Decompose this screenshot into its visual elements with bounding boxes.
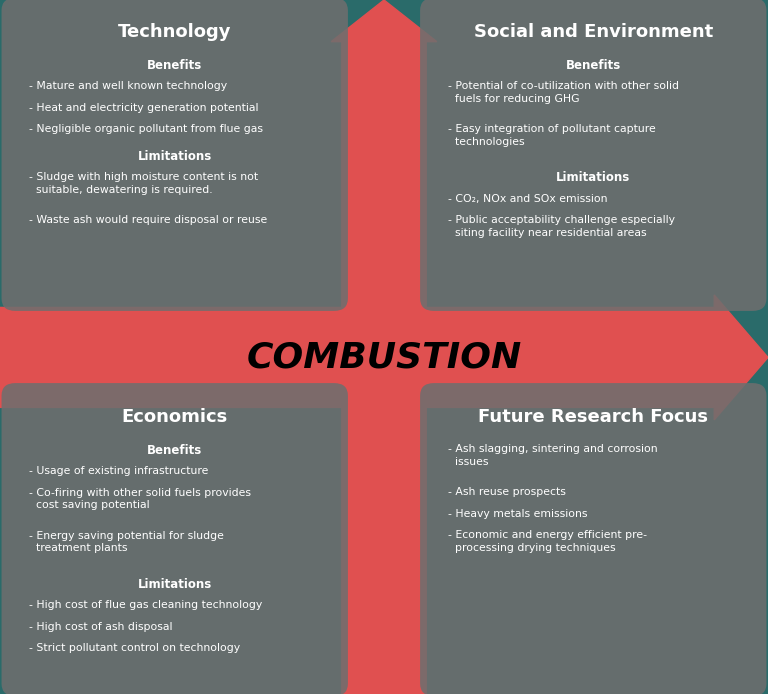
Text: Social and Environment: Social and Environment xyxy=(474,23,713,41)
Text: - Ash slagging, sintering and corrosion
  issues: - Ash slagging, sintering and corrosion … xyxy=(448,444,657,466)
Text: - Heavy metals emissions: - Heavy metals emissions xyxy=(448,509,588,518)
Text: Technology: Technology xyxy=(118,23,231,41)
Text: - High cost of flue gas cleaning technology: - High cost of flue gas cleaning technol… xyxy=(29,600,263,610)
Text: Benefits: Benefits xyxy=(566,59,621,72)
Text: - Sludge with high moisture content is not
  suitable, dewatering is required.: - Sludge with high moisture content is n… xyxy=(29,172,258,194)
Text: - Usage of existing infrastructure: - Usage of existing infrastructure xyxy=(29,466,209,476)
Text: - Easy integration of pollutant capture
  technologies: - Easy integration of pollutant capture … xyxy=(448,124,656,146)
FancyBboxPatch shape xyxy=(2,383,348,694)
FancyBboxPatch shape xyxy=(420,0,766,311)
FancyArrow shape xyxy=(331,0,437,694)
Text: Benefits: Benefits xyxy=(147,444,202,457)
Text: - High cost of ash disposal: - High cost of ash disposal xyxy=(29,622,173,632)
Text: Future Research Focus: Future Research Focus xyxy=(478,408,708,426)
Text: - Strict pollutant control on technology: - Strict pollutant control on technology xyxy=(29,643,240,653)
Text: - Negligible organic pollutant from flue gas: - Negligible organic pollutant from flue… xyxy=(29,124,263,134)
Text: - Energy saving potential for sludge
  treatment plants: - Energy saving potential for sludge tre… xyxy=(29,531,224,553)
Text: - Economic and energy efficient pre-
  processing drying techniques: - Economic and energy efficient pre- pro… xyxy=(448,530,647,552)
Text: COMBUSTION: COMBUSTION xyxy=(247,341,521,374)
Text: Limitations: Limitations xyxy=(556,171,631,185)
Text: - Heat and electricity generation potential: - Heat and electricity generation potent… xyxy=(29,103,259,112)
Text: - Potential of co-utilization with other solid
  fuels for reducing GHG: - Potential of co-utilization with other… xyxy=(448,81,679,103)
Text: - Waste ash would require disposal or reuse: - Waste ash would require disposal or re… xyxy=(29,215,267,225)
FancyBboxPatch shape xyxy=(2,0,348,311)
FancyBboxPatch shape xyxy=(420,383,766,694)
Text: - Mature and well known technology: - Mature and well known technology xyxy=(29,81,227,91)
Text: Limitations: Limitations xyxy=(137,578,212,591)
Text: - CO₂, NOx and SOx emission: - CO₂, NOx and SOx emission xyxy=(448,194,607,203)
FancyArrow shape xyxy=(0,295,768,420)
Text: Benefits: Benefits xyxy=(147,59,202,72)
Text: Economics: Economics xyxy=(121,408,228,426)
Text: - Co-firing with other solid fuels provides
  cost saving potential: - Co-firing with other solid fuels provi… xyxy=(29,488,251,510)
Text: - Public acceptability challenge especially
  siting facility near residential a: - Public acceptability challenge especia… xyxy=(448,215,675,237)
Text: - Ash reuse prospects: - Ash reuse prospects xyxy=(448,487,565,497)
Text: Limitations: Limitations xyxy=(137,150,212,163)
